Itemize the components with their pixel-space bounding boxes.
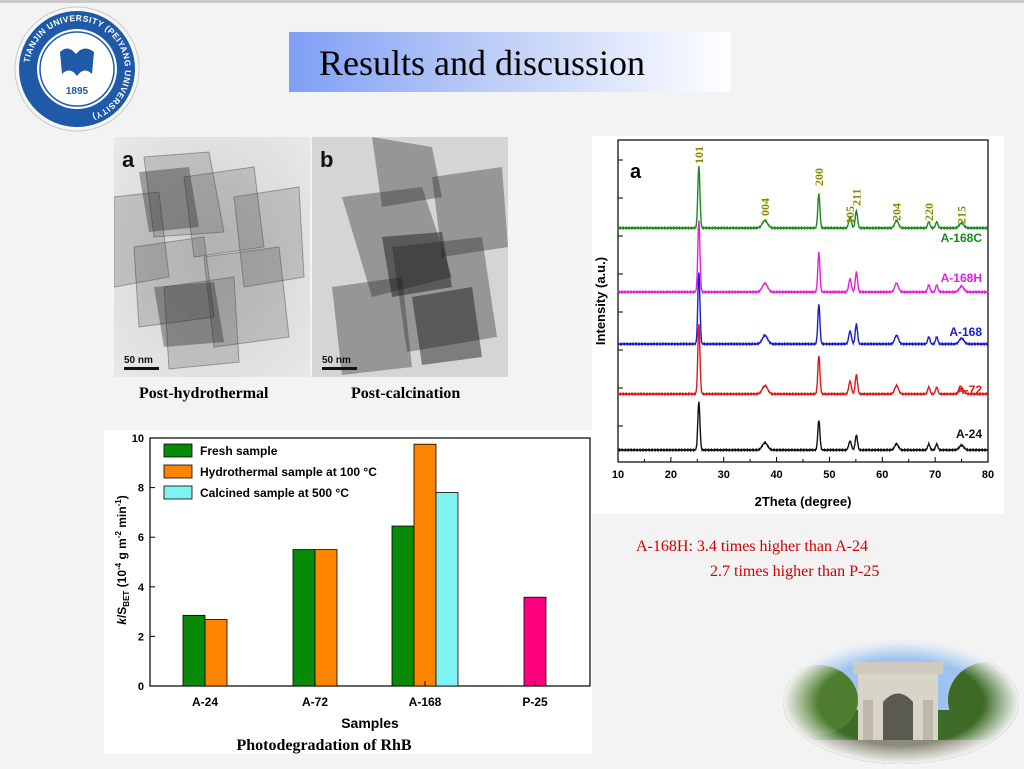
bar-category-label: P-25 [522, 695, 548, 709]
logo-year: 1895 [66, 86, 89, 97]
bar-a-168 [391, 525, 415, 687]
xrd-ylabel: Intensity (a.u.) [593, 257, 608, 345]
xrd-xtick-label: 50 [823, 469, 835, 481]
xrd-series-label: A-168H [941, 271, 982, 285]
bar-ytick-label: 2 [138, 631, 144, 643]
xrd-trace-a-24 [617, 401, 989, 453]
tem-a-label: a [122, 147, 135, 172]
xrd-xtick-label: 20 [665, 469, 677, 481]
xrd-series-label: A-168 [949, 325, 982, 339]
xrd-peak-label: 204 [890, 203, 904, 221]
xrd-xtick-label: 40 [770, 469, 782, 481]
bar-ylabel: k/SBET (10-4 g m-2 min-1) [114, 495, 131, 624]
legend-label: Calcined sample at 500 °C [200, 486, 349, 500]
legend-swatch [163, 485, 193, 500]
tem-b-scale-bar: 50 nm [322, 355, 351, 366]
legend-label: Fresh sample [200, 444, 278, 458]
tem-b-label: b [320, 147, 333, 172]
bar-p-25 [523, 596, 547, 687]
bar-a-72 [314, 549, 338, 687]
xrd-xlabel: 2Theta (degree) [755, 494, 852, 509]
bar-category-label: A-168 [409, 695, 442, 709]
xrd-panel-label: a [630, 161, 642, 183]
xrd-xtick-label: 30 [718, 469, 730, 481]
xrd-series-label: A-24 [956, 427, 982, 441]
bar-a-24 [182, 614, 206, 687]
bar-ytick-label: 0 [138, 681, 144, 693]
tem-image-post-calcination: b 50 nm [312, 137, 508, 377]
xrd-peak-label: 220 [922, 203, 936, 221]
legend-swatch [163, 464, 193, 479]
university-logo: TIANJIN UNIVERSITY (PEIYANG UNIVERSITY) … [12, 4, 142, 134]
xrd-frame [617, 139, 989, 463]
bar-ytick-label: 10 [132, 433, 144, 445]
note-line-2: 2.7 times higher than P-25 [710, 563, 880, 580]
bar-a-168 [435, 492, 459, 687]
xrd-peak-label: 200 [812, 168, 826, 186]
xrd-xtick-label: 60 [876, 469, 888, 481]
top-rule [0, 0, 1024, 3]
bar-xlabel: Samples [341, 715, 399, 731]
caption-post-calcination: Post-calcination [351, 385, 461, 402]
tem-a-scale-bar: 50 nm [124, 355, 153, 366]
bar-a-168 [413, 443, 437, 687]
xrd-series-label: A-72 [956, 383, 982, 397]
bar-ytick-label: 6 [138, 532, 144, 544]
xrd-xtick-label: 70 [929, 469, 941, 481]
title-banner: Results and discussion [289, 32, 731, 92]
xrd-panel: a A-168C A-168H A-168 A-72 A-24 101 004 200 105… [592, 136, 1015, 514]
bar-chart: 0 2 4 6 8 10 A-24 A-72 A-168 P-25 Fresh sample Hy… [114, 433, 591, 754]
bar-a-24 [204, 619, 228, 687]
legend-label: Hydrothermal sample at 100 °C [200, 465, 377, 479]
xrd-xtick-label: 80 [982, 469, 994, 481]
bar-panel: 0 2 4 6 8 10 A-24 A-72 A-168 P-25 Fresh sample Hy… [104, 430, 592, 754]
xrd-trace-a-168c [617, 165, 989, 231]
xrd-trace-a-72 [617, 324, 989, 397]
xrd-trace-a-168 [617, 272, 989, 347]
tem-image-post-hydrothermal: a 50 nm [114, 137, 310, 377]
xrd-peak-label: 215 [955, 206, 969, 224]
xrd-peak-label: 105 [843, 206, 857, 224]
xrd-xtick-label: 10 [612, 469, 624, 481]
xrd-peak-label: 101 [692, 146, 706, 164]
bar-a-72 [292, 549, 316, 687]
legend-swatch [163, 443, 193, 458]
bar-ytick-label: 8 [138, 483, 144, 495]
note-line-1: A-168H: 3.4 times higher than A-24 [636, 538, 868, 555]
bar-caption: Photodegradation of RhB [236, 737, 411, 754]
page-title: Results and discussion [319, 43, 646, 83]
xrd-trace-a-168h [617, 220, 989, 295]
campus-gate-photo [783, 640, 1019, 764]
bar-category-label: A-72 [302, 695, 328, 709]
bar-ytick-label: 4 [138, 582, 145, 594]
bar-frame [149, 437, 591, 687]
xrd-series-label: A-168C [941, 231, 983, 245]
xrd-peak-label: 004 [758, 198, 772, 216]
caption-post-hydrothermal: Post-hydrothermal [139, 385, 269, 402]
bar-category-label: A-24 [192, 695, 218, 709]
xrd-peak-label: 211 [849, 189, 863, 206]
